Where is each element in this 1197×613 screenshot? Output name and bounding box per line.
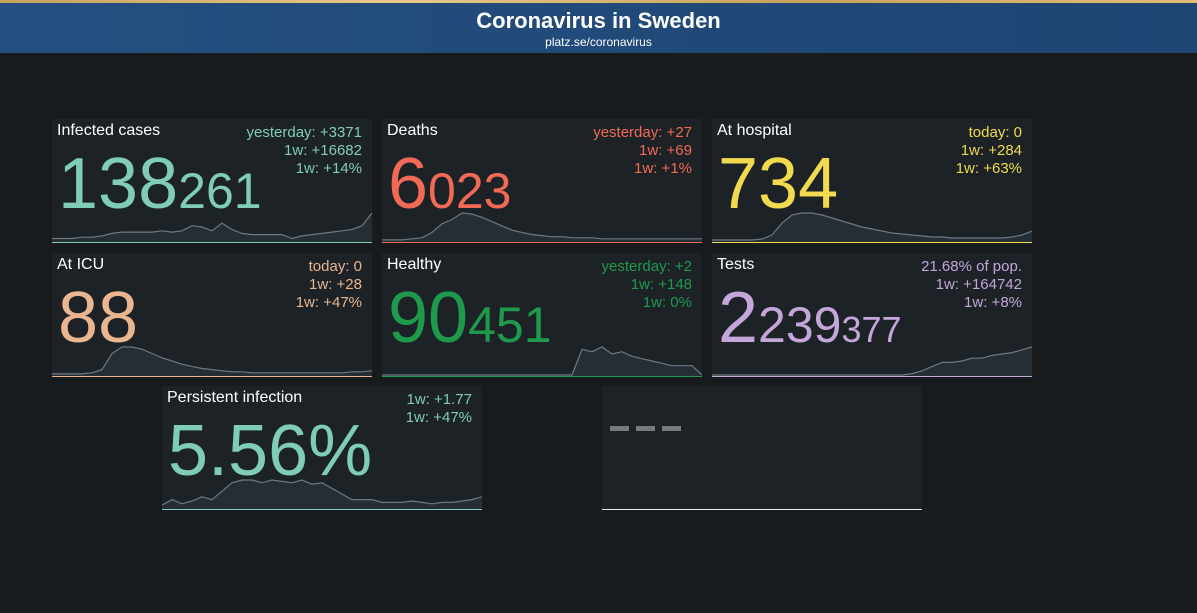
card-title: Infected cases [57, 122, 161, 139]
card-underline [52, 242, 372, 243]
card-persistent-infection: Persistent infection 1w: +1.77 1w: +47% 5.5… [162, 386, 482, 510]
stat-line: 1w: +1% [634, 160, 692, 177]
value-major: 6 [388, 144, 429, 224]
card-title: At hospital [717, 122, 792, 139]
card-deaths: Deaths yesterday: +27 1w: +69 1w: +1% 6023 [382, 119, 702, 243]
stat-line: 1w: +16682 [284, 142, 362, 159]
sparkline-line [712, 212, 1032, 241]
stat-line: 1w: 0% [642, 294, 692, 311]
stat-line: 1w: +63% [955, 160, 1022, 177]
sparkline-area [382, 347, 702, 377]
card-value: 6023 [388, 139, 511, 243]
page-title: Coronavirus in Sweden [476, 8, 721, 33]
sparkline-area [162, 480, 482, 510]
card-at-icu: At ICU today: 0 1w: +28 1w: +47% 88 [52, 253, 372, 377]
stat-line: 1w: +14% [295, 160, 362, 177]
card-value: 88 [58, 273, 138, 377]
sparkline-line [382, 212, 702, 241]
value-major: 90 [388, 278, 469, 358]
stat-line: yesterday: +2 [601, 258, 692, 275]
card-underline [602, 509, 922, 510]
card-stats: today: 0 1w: +284 1w: +63% [956, 124, 1022, 178]
sparkline-area [712, 213, 1032, 243]
value-major: 2 [718, 278, 759, 358]
card-underline [382, 376, 702, 377]
value-major: 5.56% [168, 411, 373, 491]
card-infected-cases: Infected cases yesterday: +3371 1w: +16682… [52, 119, 372, 243]
card-underline [712, 376, 1032, 377]
card-title: Tests [717, 256, 755, 273]
card-empty-placeholder [602, 386, 922, 510]
stat-line: 1w: +47% [295, 294, 362, 311]
sparkline-line [382, 346, 702, 376]
sparkline-line [52, 212, 372, 240]
card-value: 2239377 [718, 273, 902, 377]
card-underline [162, 509, 482, 510]
value-major: 734 [718, 144, 839, 224]
stat-line: yesterday: +27 [593, 124, 692, 141]
card-value: 90451 [388, 273, 552, 377]
stat-line: 1w: +284 [960, 142, 1022, 159]
stat-line: 1w: +8% [964, 294, 1022, 311]
stat-line: 1w: +1.77 [406, 391, 472, 408]
top-strip [0, 0, 1197, 3]
value-minor: 451 [468, 297, 552, 353]
card-title: At ICU [57, 256, 105, 273]
card-stats: yesterday: +2 1w: +148 1w: 0% [602, 258, 692, 312]
card-stats: yesterday: +27 1w: +69 1w: +1% [593, 124, 692, 178]
card-title: Healthy [387, 256, 442, 273]
card-value: 734 [718, 139, 838, 243]
sparkline-area [382, 213, 702, 243]
value-minor: 023 [428, 163, 512, 219]
value-minor: 261 [178, 163, 262, 219]
sparkline [162, 479, 482, 510]
loading-placeholder [610, 426, 681, 431]
card-underline [712, 242, 1032, 243]
sparkline [382, 212, 702, 243]
sparkline-line [52, 346, 372, 375]
sparkline [52, 212, 372, 243]
card-stats: 21.68% of pop. 1w: +164742 1w: +8% [921, 258, 1022, 312]
card-value: 5.56% [168, 406, 372, 510]
sparkline-area [712, 347, 1032, 377]
stat-line: 1w: +164742 [935, 276, 1022, 293]
stat-line: today: 0 [308, 258, 362, 275]
card-value: 138261 [58, 139, 262, 243]
stat-line: yesterday: +3371 [246, 124, 363, 141]
value-major: 138 [58, 144, 179, 224]
card-underline [52, 376, 372, 377]
sparkline-line [162, 479, 482, 506]
stat-line: 1w: +47% [405, 409, 472, 426]
sparkline-area [52, 213, 372, 243]
stat-line: 1w: +148 [630, 276, 692, 293]
value-major: 88 [58, 278, 139, 358]
card-stats: today: 0 1w: +28 1w: +47% [296, 258, 362, 312]
value-minor-2: 377 [841, 309, 902, 350]
card-healthy: Healthy yesterday: +2 1w: +148 1w: 0% 90451 [382, 253, 702, 377]
stat-line: today: 0 [968, 124, 1022, 141]
stat-line: 1w: +28 [309, 276, 362, 293]
stat-line: 1w: +69 [639, 142, 692, 159]
stat-line: 21.68% of pop. [921, 258, 1022, 275]
card-stats: yesterday: +3371 1w: +16682 1w: +14% [247, 124, 363, 178]
card-underline [382, 242, 702, 243]
sparkline [712, 212, 1032, 243]
card-stats: 1w: +1.77 1w: +47% [406, 391, 472, 427]
sparkline [52, 346, 372, 377]
card-title: Deaths [387, 122, 438, 139]
card-title: Persistent infection [167, 389, 303, 406]
sparkline [712, 346, 1032, 377]
sparkline-line [712, 346, 1032, 376]
value-minor: 239 [758, 297, 842, 353]
page-subtitle-link[interactable]: platz.se/coronavirus [545, 35, 652, 49]
sparkline [382, 346, 702, 377]
card-tests: Tests 21.68% of pop. 1w: +164742 1w: +8% 223… [712, 253, 1032, 377]
card-at-hospital: At hospital today: 0 1w: +284 1w: +63% 734 [712, 119, 1032, 243]
page-header: Coronavirus in Sweden platz.se/coronavir… [0, 3, 1197, 53]
sparkline-area [52, 347, 372, 377]
